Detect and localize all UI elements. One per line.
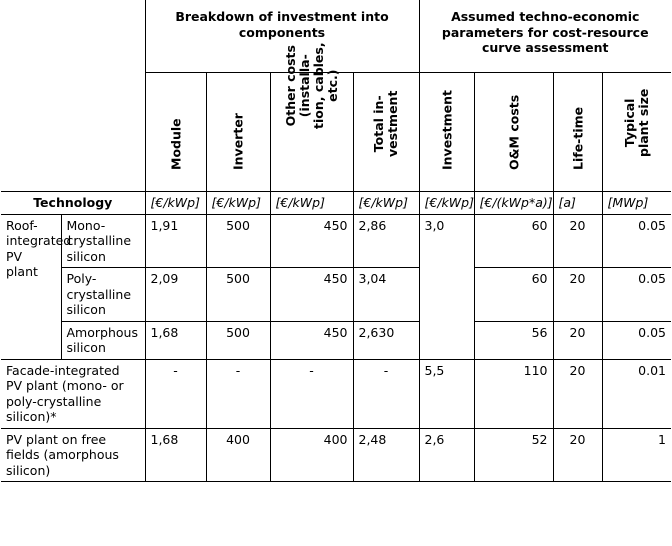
cell-size: 0.05 xyxy=(602,267,671,322)
cell-life: 20 xyxy=(553,267,603,322)
cell-inverter: 400 xyxy=(206,428,271,482)
unit-module: [€/kWp] xyxy=(145,191,207,215)
cell-size: 1 xyxy=(602,428,671,482)
cell-inverter: 500 xyxy=(206,267,271,322)
row-group-label: Roof-integrated PV plant xyxy=(1,214,71,360)
table-row: PV plant on free fields (amorphous silic… xyxy=(1,428,671,482)
cell-om: 60 xyxy=(474,267,554,322)
header-group-investment-breakdown: Breakdown of investment into components xyxy=(145,0,420,73)
cell-inverter: 500 xyxy=(206,321,271,360)
cell-module: 1,91 xyxy=(145,214,207,268)
row-sub-label: Poly-crystalline silicon xyxy=(61,267,146,322)
unit-other-costs: [€/kWp] xyxy=(270,191,354,215)
cell-other: 400 xyxy=(270,428,354,482)
unit-om-costs: [€/(kWp*a)] xyxy=(474,191,554,215)
unit-total-investment: [€/kWp] xyxy=(353,191,420,215)
pv-cost-table: Breakdown of investment into components … xyxy=(1,0,671,482)
header-total-investment: Total in-vestment xyxy=(353,72,420,192)
header-module: Module xyxy=(145,72,207,192)
cell-om: 52 xyxy=(474,428,554,482)
cell-life: 20 xyxy=(553,428,603,482)
cell-om: 60 xyxy=(474,214,554,268)
table-row: Amorphous silicon 1,68 500 450 2,630 56 … xyxy=(1,321,671,360)
cell-om: 110 xyxy=(474,359,554,429)
header-technology: Technology xyxy=(1,191,146,215)
row-sub-label: Mono-crystalline silicon xyxy=(61,214,146,268)
unit-plant-size: [MWp] xyxy=(602,191,671,215)
cell-life: 20 xyxy=(553,359,603,429)
row-sub-label: Amorphous silicon xyxy=(61,321,146,360)
cell-investment: 5,5 xyxy=(419,359,475,429)
cell-inverter: - xyxy=(206,359,271,429)
cell-investment: 2,6 xyxy=(419,428,475,482)
cell-size: 0.01 xyxy=(602,359,671,429)
header-plant-size: Typical plant size xyxy=(621,88,651,157)
cell-total: - xyxy=(353,359,420,429)
unit-investment: [€/kWp] xyxy=(419,191,475,215)
cell-life: 20 xyxy=(553,321,603,360)
cell-module: 1,68 xyxy=(145,428,207,482)
header-other-costs: Other costs (installa-tion, cables, etc.) xyxy=(270,42,354,192)
row-group-label: PV plant on free fields (amorphous silic… xyxy=(1,428,146,482)
cell-module: 2,09 xyxy=(145,267,207,322)
cell-other: 450 xyxy=(270,321,354,360)
unit-lifetime: [a] xyxy=(553,191,603,215)
cell-size: 0.05 xyxy=(602,214,671,268)
unit-inverter: [€/kWp] xyxy=(206,191,271,215)
cell-module: - xyxy=(145,359,207,429)
cell-other: - xyxy=(270,359,354,429)
cell-total: 2,630 xyxy=(353,321,420,360)
cell-om: 56 xyxy=(474,321,554,360)
cell-size: 0.05 xyxy=(602,321,671,360)
cell-other: 450 xyxy=(270,267,354,322)
empty-corner xyxy=(1,0,146,192)
cell-module: 1,68 xyxy=(145,321,207,360)
cell-total: 3,04 xyxy=(353,267,420,322)
cell-total: 2,86 xyxy=(353,214,420,268)
cell-life: 20 xyxy=(553,214,603,268)
cell-other: 450 xyxy=(270,214,354,268)
row-group-label: Facade-integrated PV plant (mono- or pol… xyxy=(1,359,146,429)
cell-inverter: 500 xyxy=(206,214,271,268)
table-row: Facade-integrated PV plant (mono- or pol… xyxy=(1,359,671,429)
header-investment: Investment xyxy=(419,72,475,192)
table-row: Poly-crystalline silicon 2,09 500 450 3,… xyxy=(1,267,671,322)
cell-investment: 3,0 xyxy=(419,214,475,360)
table-row: Roof-integrated PV plant Mono-crystallin… xyxy=(1,214,671,360)
header-inverter: Inverter xyxy=(206,72,271,192)
cell-total: 2,48 xyxy=(353,428,420,482)
header-lifetime: Life-time xyxy=(553,72,603,192)
header-om-costs: O&M costs xyxy=(474,72,554,192)
header-group-techno-economic: Assumed techno-economic parameters for c… xyxy=(419,0,671,73)
